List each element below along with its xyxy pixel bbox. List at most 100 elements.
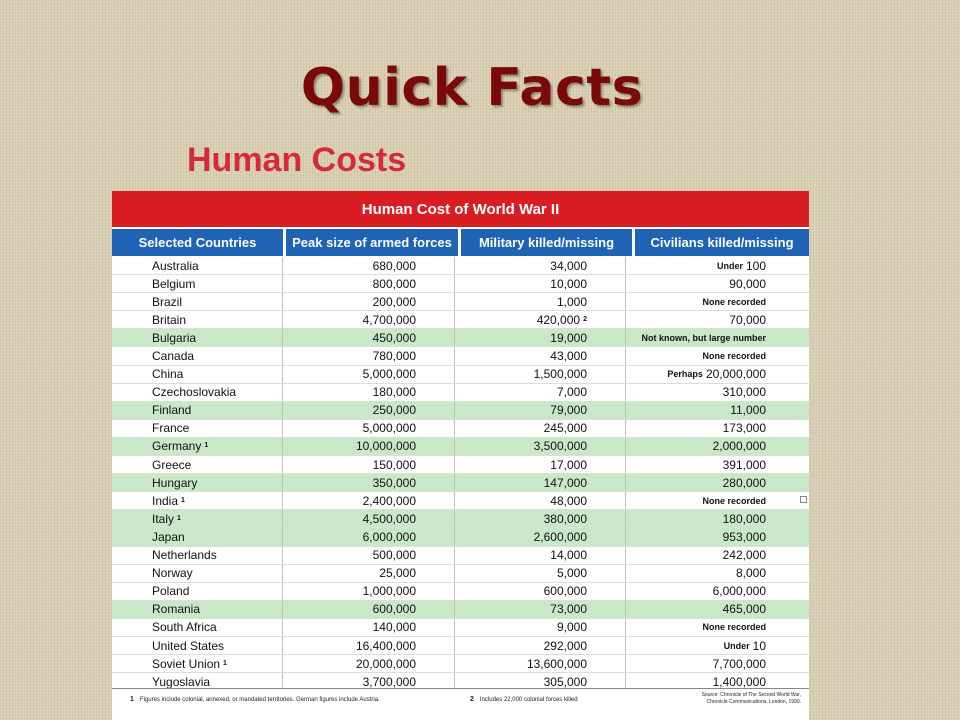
civilian-value: Not known, but large number: [641, 332, 766, 343]
country-name: Bulgaria: [152, 330, 197, 345]
footnote-marker: 1: [223, 659, 227, 667]
cell-country: Czechoslovakia: [112, 383, 283, 401]
cell-country: Romania: [112, 600, 283, 618]
cell-country: South Africa: [112, 618, 283, 636]
footnote-marker: 2: [583, 315, 587, 323]
cell-civilians-killed: 180,000: [626, 510, 800, 527]
cell-armed-forces: 600,000: [283, 600, 455, 618]
military-value: 292,000: [543, 638, 587, 653]
military-value: 147,000: [543, 475, 587, 490]
column-header-country: Selected Countries: [112, 229, 283, 256]
country-name: Japan: [152, 529, 185, 544]
military-value: 73,000: [550, 602, 587, 617]
country-name: India: [152, 493, 179, 508]
cell-civilians-killed: 8,000: [626, 565, 800, 582]
cell-armed-forces: 4,500,000: [283, 510, 455, 528]
military-value: 10,000: [550, 276, 587, 291]
cell-armed-forces: 6,000,000: [283, 528, 455, 546]
civilian-value: 7,700,000: [712, 656, 766, 671]
civilian-value: 11,000: [730, 403, 766, 418]
cell-armed-forces: 680,000: [283, 257, 455, 275]
cell-armed-forces: 5,000,000: [283, 419, 455, 437]
military-value: 13,600,000: [526, 656, 587, 671]
cell-country: Italy 1: [112, 510, 283, 528]
table-row: Brazil 200,000 1,000 None recorded: [112, 293, 809, 312]
cell-civilians-killed: Not known, but large number: [626, 329, 800, 346]
country-name: Belgium: [152, 276, 196, 291]
military-value: 2,600,000: [533, 529, 587, 544]
cell-military-killed: 10,000: [455, 275, 626, 293]
country-name: Canada: [152, 349, 195, 364]
table-row: Norway 25,000 5,000 8,000: [112, 564, 809, 583]
country-name: China: [152, 367, 184, 382]
military-value: 19,000: [550, 330, 587, 345]
cell-armed-forces: 150,000: [283, 456, 455, 474]
footnote-2-number: 2: [470, 696, 474, 703]
civilian-value: 953,000: [722, 529, 766, 544]
cell-country: Britain: [112, 311, 283, 329]
military-value: 380,000: [543, 511, 587, 526]
checkbox-icon: [800, 496, 807, 503]
civilian-value: 391,000: [722, 457, 766, 472]
cell-country: Brazil: [112, 293, 283, 311]
cell-military-killed: 147,000: [455, 474, 626, 492]
civilian-value: 310,000: [722, 385, 766, 400]
country-name: Netherlands: [152, 548, 217, 563]
cell-civilians-killed: 280,000: [626, 474, 800, 491]
cell-armed-forces: 3,700,000: [283, 673, 455, 691]
cell-armed-forces: 16,400,000: [283, 636, 455, 655]
cell-armed-forces: 800,000: [283, 275, 455, 293]
cell-military-killed: 245,000: [455, 419, 626, 437]
cell-armed-forces: 1,000,000: [283, 582, 455, 600]
cell-civilians-killed: 70,000: [626, 311, 800, 328]
civilian-value: 2,000,000: [712, 439, 766, 454]
footnote-1-text: Figures include colonial, annexed, or ma…: [139, 697, 380, 703]
military-value: 305,000: [543, 674, 587, 689]
cell-military-killed: 19,000: [455, 329, 626, 347]
table-row: Canada 780,000 43,000 None recorded: [112, 347, 809, 366]
column-header-military-killed: Military killed/missing: [461, 229, 632, 256]
table-row: Australia 680,000 34,000 Under 100: [112, 257, 809, 276]
civilian-value: 180,000: [722, 511, 766, 526]
cell-civilians-killed: 1,400,000: [626, 673, 800, 690]
column-header-civilians-killed: Civilians killed/missing: [635, 229, 809, 256]
country-name: Poland: [152, 584, 190, 599]
cell-military-killed: 1,500,000: [455, 365, 626, 383]
civilian-prefix: Under: [716, 260, 743, 271]
country-name: Australia: [152, 258, 199, 273]
war-cost-table: Human Cost of World War II Selected Coun…: [112, 191, 809, 720]
civilian-value: 8,000: [735, 566, 766, 581]
cell-military-killed: 13,600,000: [455, 655, 626, 673]
cell-armed-forces: 5,000,000: [283, 365, 455, 383]
source-line-2: Chronicle Communications, London, 1990.: [706, 699, 802, 705]
table-row: Britain 4,700,000 420,000 2 70,000: [112, 311, 809, 330]
table-row: United States 16,400,000 292,000 Under 10: [112, 636, 809, 656]
cell-military-killed: 48,000: [455, 492, 626, 510]
civilian-value: 20,000,000: [705, 367, 766, 382]
military-value: 9,000: [556, 620, 587, 635]
civilian-value: 280,000: [722, 475, 766, 490]
cell-civilians-killed: None recorded: [626, 293, 800, 310]
table-row: Greece 150,000 17,000 391,000: [112, 456, 809, 475]
cell-civilians-killed: 391,000: [626, 456, 800, 473]
footnote-1-number: 1: [130, 696, 134, 703]
cell-armed-forces: 500,000: [283, 546, 455, 564]
cell-civilians-killed: 6,000,000: [626, 583, 800, 600]
cell-military-killed: 34,000: [455, 257, 626, 275]
military-value: 14,000: [550, 548, 587, 563]
civilian-value: None recorded: [702, 296, 766, 307]
country-name: Hungary: [152, 475, 198, 490]
civilian-value: 173,000: [722, 421, 766, 436]
cell-military-killed: 305,000: [455, 673, 626, 691]
military-value: 7,000: [556, 385, 587, 400]
civilian-value: 1,400,000: [712, 674, 766, 689]
slide-subtitle: Human Costs: [187, 141, 407, 179]
cell-country: Germany 1: [112, 437, 283, 456]
cell-civilians-killed: 2,000,000: [626, 438, 800, 455]
footnote-marker: 1: [177, 514, 181, 522]
cell-military-killed: 17,000: [455, 456, 626, 474]
cell-country: India 1: [112, 492, 283, 510]
military-value: 600,000: [543, 584, 587, 599]
cell-military-killed: 73,000: [455, 600, 626, 618]
cell-military-killed: 79,000: [455, 401, 626, 419]
